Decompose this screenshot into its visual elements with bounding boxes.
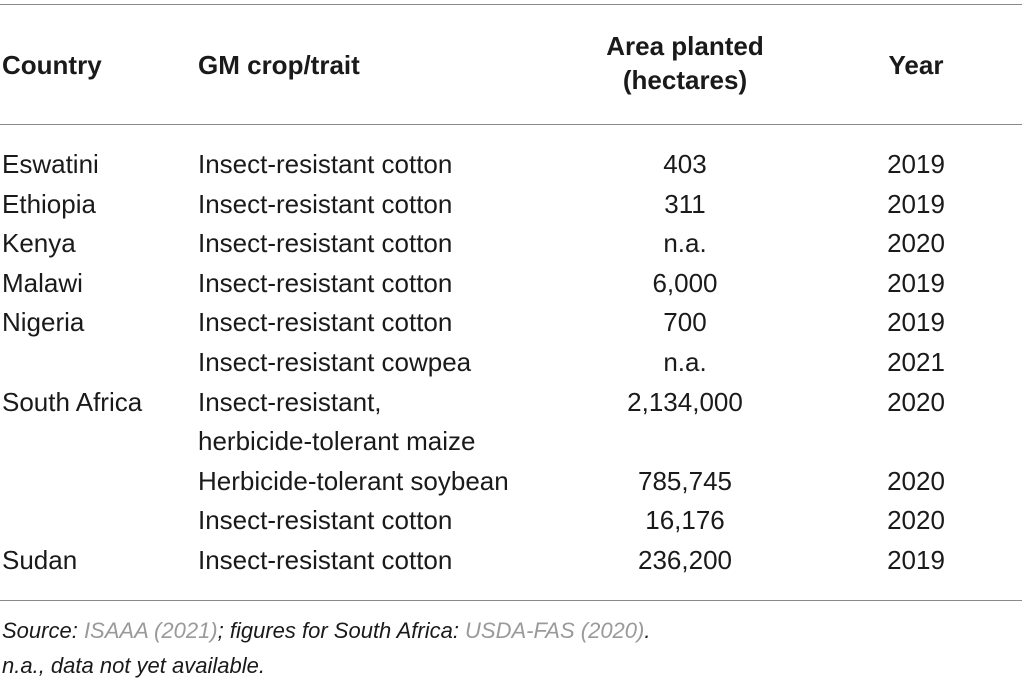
- cell-area: 700: [663, 307, 707, 338]
- source-prefix: Source:: [2, 618, 84, 643]
- cell-area: n.a.: [663, 228, 707, 259]
- cell-crop: Insect-resistant cotton: [198, 505, 453, 536]
- table-row: Malawi Insect-resistant cotton 6,000 201…: [0, 264, 1022, 304]
- cell-year: 2020: [887, 465, 945, 496]
- table-row: Sudan Insect-resistant cotton 236,200 20…: [0, 541, 1022, 581]
- cell-area: 236,200: [638, 544, 732, 575]
- source-footnote: Source: ISAAA (2021); figures for South …: [2, 618, 650, 644]
- source-link-usda[interactable]: USDA-FAS (2020): [465, 618, 645, 643]
- cell-country: South Africa: [2, 386, 143, 417]
- cell-country: Kenya: [2, 228, 76, 259]
- table-row: Insect-resistant cotton 16,176 2020: [0, 501, 1022, 541]
- cell-crop: Herbicide-tolerant soybean: [198, 465, 509, 496]
- source-link-isaaa[interactable]: ISAAA (2021): [83, 618, 218, 643]
- cell-country: Ethiopia: [2, 188, 96, 219]
- table-row: South Africa Insect-resistant, herbicide…: [0, 383, 1022, 462]
- cell-year: 2020: [887, 386, 945, 417]
- cell-crop: Insect-resistant cotton: [198, 228, 453, 259]
- source-middle: ; figures for South Africa:: [217, 618, 466, 643]
- cell-year: 2019: [887, 544, 945, 575]
- cell-year: 2019: [887, 267, 945, 298]
- table-row: Kenya Insect-resistant cotton n.a. 2020: [0, 224, 1022, 264]
- cell-area: 785,745: [638, 465, 732, 496]
- table-header-rule: [0, 124, 1022, 125]
- cell-country: Nigeria: [2, 307, 85, 338]
- header-area-line2: (hectares): [622, 65, 748, 95]
- cell-crop: Insect-resistant cotton: [198, 149, 453, 179]
- cell-year: 2019: [887, 307, 945, 338]
- table-row: Herbicide-tolerant soybean 785,745 2020: [0, 462, 1022, 502]
- cell-area: 16,176: [645, 505, 725, 536]
- cell-year: 2021: [887, 346, 945, 377]
- cell-year: 2020: [887, 228, 945, 259]
- cell-area: 6,000: [652, 267, 718, 298]
- cell-crop-line1: Insect-resistant,: [198, 386, 382, 417]
- header-area-line1: Area planted: [606, 31, 764, 61]
- cell-crop: Insect-resistant cowpea: [198, 346, 472, 377]
- cell-year: 2020: [887, 505, 945, 536]
- cell-crop-line2: herbicide-tolerant maize: [198, 426, 476, 457]
- cell-country: Eswatini: [2, 149, 99, 179]
- cell-crop: Insect-resistant cotton: [198, 544, 453, 575]
- table-bottom-rule: [0, 600, 1022, 601]
- cell-crop: Insect-resistant cotton: [198, 267, 453, 298]
- cell-country: Malawi: [2, 267, 83, 298]
- table-row: Eswatini Insect-resistant cotton 403 201…: [0, 145, 1022, 185]
- cell-crop: Insect-resistant cotton: [198, 188, 453, 219]
- table-top-rule: [0, 4, 1022, 5]
- header-year: Year: [888, 50, 944, 80]
- table-row: Ethiopia Insect-resistant cotton 311 201…: [0, 185, 1022, 225]
- cell-area: n.a.: [663, 346, 707, 377]
- cell-year: 2019: [887, 188, 945, 219]
- cell-area: 403: [663, 149, 707, 179]
- source-end: .: [644, 618, 651, 643]
- table-row: Insect-resistant cowpea n.a. 2021: [0, 343, 1022, 383]
- cell-crop: Insect-resistant, herbicide-tolerant mai…: [198, 383, 475, 462]
- table-row: Nigeria Insect-resistant cotton 700 2019: [0, 303, 1022, 343]
- header-area-planted: Area planted (hectares): [570, 29, 800, 97]
- cell-crop: Insect-resistant cotton: [198, 307, 453, 338]
- cell-year: 2019: [887, 149, 945, 179]
- cell-country: Sudan: [2, 544, 78, 575]
- cell-area: 2,134,000: [627, 386, 743, 417]
- header-crop-trait: GM crop/trait: [198, 50, 360, 80]
- na-footnote: n.a., data not yet available.: [2, 653, 265, 678]
- table-body: Eswatini Insect-resistant cotton 403 201…: [0, 145, 1022, 581]
- header-country: Country: [2, 50, 102, 80]
- cell-area: 311: [664, 188, 706, 219]
